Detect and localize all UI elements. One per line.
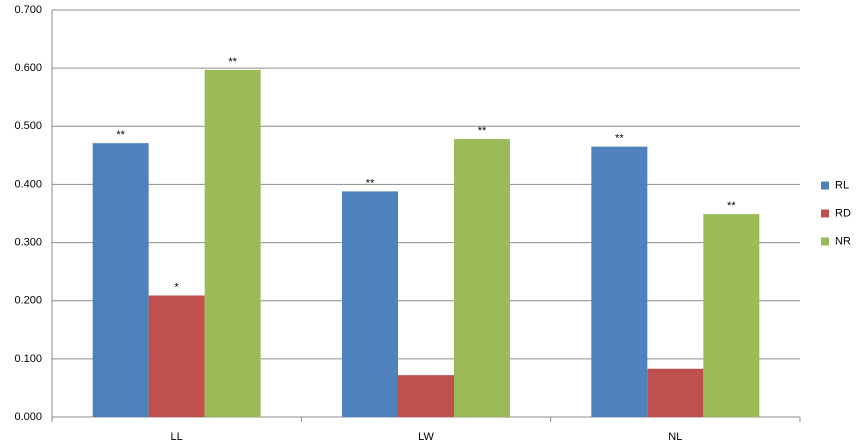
significance-label: ** xyxy=(366,177,375,189)
y-tick-label: 0.200 xyxy=(14,295,42,307)
x-tick-label: LL xyxy=(171,431,183,443)
x-tick-label: NL xyxy=(668,431,682,443)
legend-swatch xyxy=(821,209,829,218)
legend-label: RL xyxy=(835,179,849,191)
legend-swatch xyxy=(821,181,829,190)
significance-label: ** xyxy=(478,125,487,137)
bar xyxy=(204,69,261,417)
y-tick-label: 0.300 xyxy=(14,236,42,248)
bar xyxy=(148,295,205,417)
bar xyxy=(591,146,648,417)
bar xyxy=(454,139,510,417)
y-tick-label: 0.100 xyxy=(14,353,42,365)
y-tick-label: 0.400 xyxy=(14,178,42,190)
significance-label: ** xyxy=(116,129,125,141)
significance-label: * xyxy=(175,281,180,293)
significance-label: ** xyxy=(615,133,624,145)
bar xyxy=(703,214,760,417)
bar xyxy=(647,368,704,417)
legend-label: NR xyxy=(835,235,851,247)
y-tick-label: 0.600 xyxy=(14,62,42,74)
legend-label: RD xyxy=(835,207,851,219)
bar xyxy=(92,143,149,417)
y-tick-label: 0.000 xyxy=(14,411,42,423)
bar xyxy=(398,375,454,417)
bar xyxy=(342,191,398,417)
y-tick-label: 0.500 xyxy=(14,120,42,132)
significance-label: ** xyxy=(727,200,736,212)
y-tick-label: 0.700 xyxy=(14,4,42,16)
legend-swatch xyxy=(821,237,829,246)
x-tick-label: LW xyxy=(418,431,434,443)
significance-label: ** xyxy=(228,56,237,68)
